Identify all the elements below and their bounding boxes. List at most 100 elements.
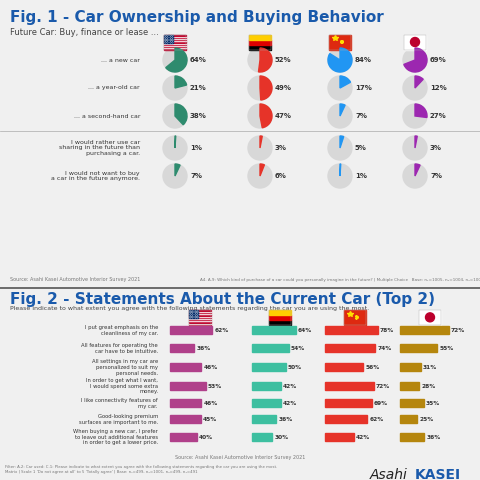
- Bar: [329, 35, 351, 49]
- Bar: [164, 46, 186, 47]
- Text: 6%: 6%: [275, 173, 287, 179]
- Wedge shape: [328, 48, 352, 72]
- Bar: [325, 433, 354, 441]
- Bar: [189, 317, 211, 318]
- Bar: [189, 319, 211, 320]
- Wedge shape: [175, 136, 176, 148]
- Circle shape: [328, 164, 352, 188]
- Circle shape: [425, 313, 434, 322]
- Bar: [170, 415, 201, 423]
- Bar: [249, 35, 271, 49]
- Bar: [164, 45, 186, 46]
- Text: 69%: 69%: [430, 57, 447, 63]
- Bar: [400, 382, 419, 390]
- Bar: [189, 313, 211, 314]
- Bar: [170, 363, 201, 371]
- Text: 31%: 31%: [423, 365, 437, 370]
- Bar: [344, 310, 366, 325]
- Circle shape: [248, 136, 272, 160]
- Wedge shape: [415, 164, 420, 176]
- Wedge shape: [260, 136, 262, 148]
- Text: 17%: 17%: [355, 85, 372, 91]
- Bar: [189, 311, 211, 312]
- Text: 46%: 46%: [204, 365, 217, 370]
- Text: 3%: 3%: [430, 145, 442, 151]
- Bar: [164, 35, 186, 49]
- Text: 3%: 3%: [275, 145, 287, 151]
- Wedge shape: [415, 76, 423, 88]
- Bar: [400, 415, 417, 423]
- Circle shape: [163, 164, 187, 188]
- Text: 45%: 45%: [203, 417, 217, 421]
- Text: 42%: 42%: [356, 434, 370, 440]
- Bar: [164, 44, 186, 45]
- Wedge shape: [260, 164, 264, 176]
- Bar: [164, 36, 186, 37]
- Circle shape: [403, 164, 427, 188]
- Bar: [329, 35, 351, 49]
- Bar: [252, 433, 272, 441]
- Bar: [189, 324, 211, 325]
- Text: Filter: A.2: Car used: C.1: Please indicate to what extent you agree with the fo: Filter: A.2: Car used: C.1: Please indic…: [5, 465, 277, 474]
- Bar: [189, 310, 198, 318]
- Text: 54%: 54%: [291, 346, 305, 351]
- Bar: [269, 320, 291, 325]
- Circle shape: [163, 136, 187, 160]
- Bar: [189, 320, 211, 322]
- Text: 64%: 64%: [298, 328, 312, 333]
- Text: 12%: 12%: [430, 85, 447, 91]
- Text: 30%: 30%: [275, 434, 288, 440]
- Circle shape: [163, 48, 187, 72]
- Circle shape: [163, 104, 187, 128]
- Wedge shape: [340, 136, 344, 148]
- Text: 62%: 62%: [214, 328, 228, 333]
- Circle shape: [403, 136, 427, 160]
- Text: Good-looking premium
surfaces are important to me.: Good-looking premium surfaces are import…: [79, 414, 158, 424]
- Bar: [164, 38, 186, 39]
- Circle shape: [328, 76, 352, 100]
- Bar: [189, 323, 211, 324]
- Text: Please indicate to what extent you agree with the following statements regarding: Please indicate to what extent you agree…: [10, 306, 369, 312]
- Bar: [404, 35, 426, 49]
- Text: 50%: 50%: [288, 365, 302, 370]
- Text: 72%: 72%: [451, 328, 465, 333]
- Wedge shape: [340, 76, 350, 88]
- Text: ... a year-old car: ... a year-old car: [88, 85, 140, 91]
- Bar: [164, 39, 186, 40]
- Text: Source: Asahi Kasei Automotive Interior Survey 2021: Source: Asahi Kasei Automotive Interior …: [175, 455, 305, 460]
- Text: 56%: 56%: [365, 365, 379, 370]
- Bar: [404, 35, 426, 49]
- Bar: [252, 399, 280, 407]
- Circle shape: [248, 76, 272, 100]
- Text: 42%: 42%: [283, 401, 297, 406]
- Bar: [189, 318, 211, 319]
- Circle shape: [410, 37, 420, 47]
- Text: 69%: 69%: [374, 401, 388, 406]
- Text: 55%: 55%: [439, 346, 454, 351]
- Text: 36%: 36%: [196, 346, 211, 351]
- Text: I would not want to buy
a car in the future anymore.: I would not want to buy a car in the fut…: [51, 170, 140, 181]
- Bar: [325, 344, 375, 352]
- Bar: [249, 45, 271, 49]
- Circle shape: [328, 104, 352, 128]
- Text: Fig. 1 - Car Ownership and Buying Behavior: Fig. 1 - Car Ownership and Buying Behavi…: [10, 10, 384, 25]
- Text: 42%: 42%: [283, 384, 297, 389]
- Bar: [164, 35, 186, 36]
- Text: 74%: 74%: [377, 346, 392, 351]
- Bar: [170, 344, 194, 352]
- Bar: [325, 415, 367, 423]
- Bar: [325, 363, 363, 371]
- Text: 1%: 1%: [190, 145, 202, 151]
- Bar: [400, 344, 437, 352]
- Circle shape: [248, 164, 272, 188]
- Text: 46%: 46%: [204, 401, 217, 406]
- Text: 5%: 5%: [355, 145, 367, 151]
- Wedge shape: [260, 104, 272, 128]
- Bar: [170, 382, 206, 390]
- Bar: [252, 415, 276, 423]
- Text: Future Car: Buy, finance or lease ...: Future Car: Buy, finance or lease ...: [10, 28, 159, 37]
- Circle shape: [403, 104, 427, 128]
- Bar: [170, 399, 201, 407]
- Text: 49%: 49%: [275, 85, 292, 91]
- Text: Source: Asahi Kasei Automotive Interior Survey 2021: Source: Asahi Kasei Automotive Interior …: [10, 277, 140, 282]
